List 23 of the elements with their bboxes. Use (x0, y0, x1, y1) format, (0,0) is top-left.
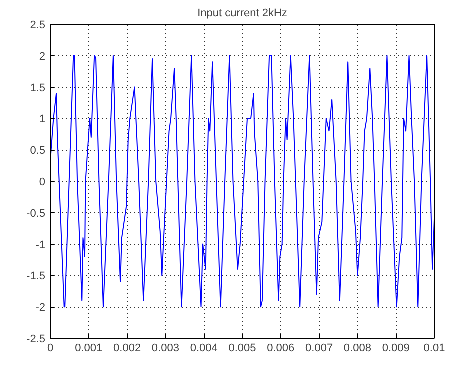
y-tick-label: -1 (36, 239, 46, 252)
y-tick-label: 2 (39, 50, 46, 63)
chart-title: Input current 2kHz (198, 8, 288, 20)
x-tick-label: 0 (47, 342, 54, 354)
x-tick-label: 0.004 (190, 342, 218, 354)
y-tick-label: -2.5 (26, 334, 46, 346)
x-tick-label: 0.007 (306, 342, 334, 354)
x-tick-label: 0.001 (75, 342, 103, 354)
x-tick-label: 0.009 (382, 342, 410, 354)
y-tick-label: -2 (36, 302, 46, 314)
x-tick-label: 0.003 (152, 342, 180, 354)
x-tick-label: 0.008 (344, 342, 372, 354)
y-tick-label: 2.5 (30, 20, 46, 32)
x-tick-label: 0.006 (267, 342, 295, 354)
x-tick-label: 0.002 (114, 342, 142, 354)
y-tick-label: 0 (39, 176, 46, 188)
y-tick-label: 1 (39, 114, 46, 126)
y-tick-label: 1.5 (30, 82, 46, 94)
y-tick-label: 0.5 (30, 145, 46, 158)
x-tick-label: 0.005 (228, 342, 256, 354)
x-tick-label: 0.01 (424, 342, 446, 354)
y-tick-label: -1.5 (26, 270, 46, 283)
y-tick-label: -0.5 (26, 208, 46, 220)
